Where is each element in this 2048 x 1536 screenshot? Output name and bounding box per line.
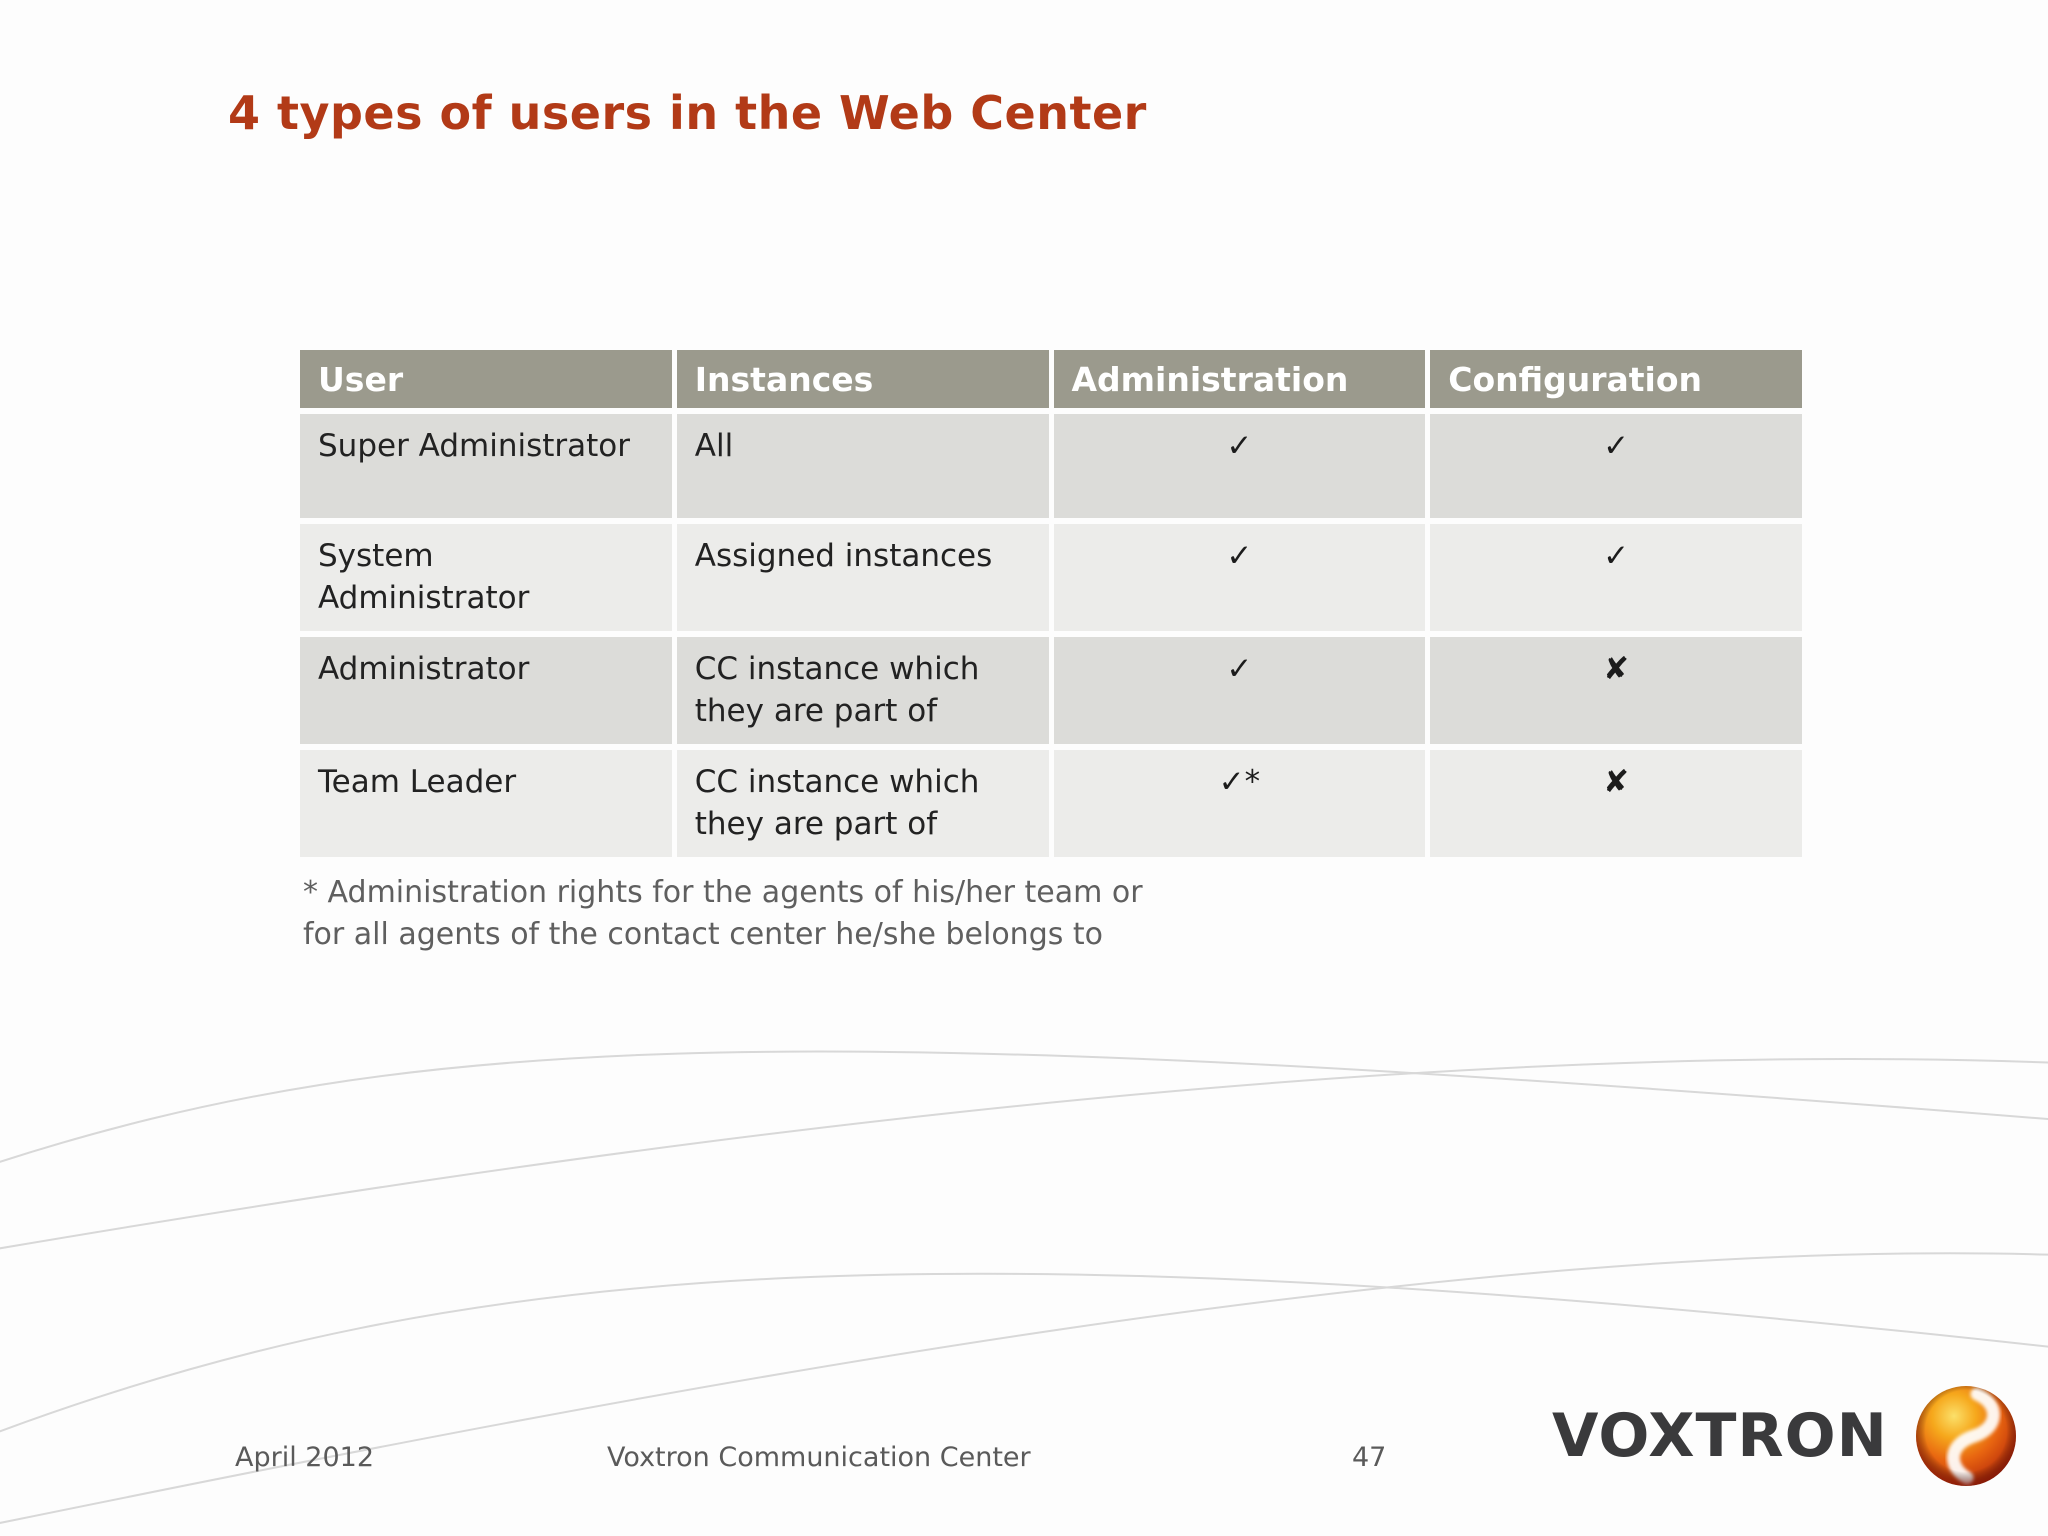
voxtron-logo: VOXTRON <box>1552 1382 2018 1490</box>
column-header-user: User <box>300 350 672 408</box>
user-types-table: User Instances Administration Configurat… <box>295 344 1807 863</box>
footnote-line-1: * Administration rights for the agents o… <box>303 875 1143 910</box>
cell-configuration-mark: ✓ <box>1430 414 1802 518</box>
voxtron-sphere-icon <box>1915 1386 2016 1486</box>
cell-instances: CC instance which they are part of <box>676 637 1049 745</box>
table-row-team-leader: Team Leader CC instance which they are p… <box>300 750 1802 858</box>
column-header-instances: Instances <box>676 350 1049 408</box>
cell-configuration-mark: ✘ <box>1430 637 1802 745</box>
column-header-administration: Administration <box>1053 350 1426 408</box>
wave-line <box>0 1058 2048 1250</box>
cell-user: Team Leader <box>300 750 672 858</box>
table-row-super-administrator: Super Administrator All ✓ ✓ <box>300 414 1802 518</box>
cell-user: Super Administrator <box>300 414 672 518</box>
cell-configuration-mark: ✓ <box>1430 524 1802 632</box>
cell-user: System Administrator <box>300 524 672 632</box>
footer-deck-title: Voxtron Communication Center <box>607 1442 1031 1473</box>
cell-administration-mark: ✓ <box>1053 524 1426 632</box>
footer-page-number: 47 <box>1352 1442 1387 1473</box>
footnote: * Administration rights for the agents o… <box>303 872 1143 956</box>
cell-instances: Assigned instances <box>676 524 1049 632</box>
table-row-system-administrator: System Administrator Assigned instances … <box>300 524 1802 632</box>
wave-line <box>0 1050 2048 1163</box>
table-header-row: User Instances Administration Configurat… <box>300 350 1802 408</box>
cell-administration-mark: ✓ <box>1053 637 1426 745</box>
cell-instances: All <box>676 414 1049 518</box>
cell-instances: CC instance which they are part of <box>676 750 1049 858</box>
column-header-configuration: Configuration <box>1430 350 1802 408</box>
footer-date: April 2012 <box>235 1442 375 1473</box>
cell-administration-mark: ✓* <box>1053 750 1426 858</box>
voxtron-wordmark: VOXTRON <box>1552 1401 1888 1471</box>
cell-administration-mark: ✓ <box>1053 414 1426 518</box>
table-row-administrator: Administrator CC instance which they are… <box>300 637 1802 745</box>
cell-user: Administrator <box>300 637 672 745</box>
slide-title: 4 types of users in the Web Center <box>228 86 1147 140</box>
footnote-line-2: for all agents of the contact center he/… <box>303 917 1104 952</box>
cell-configuration-mark: ✘ <box>1430 750 1802 858</box>
